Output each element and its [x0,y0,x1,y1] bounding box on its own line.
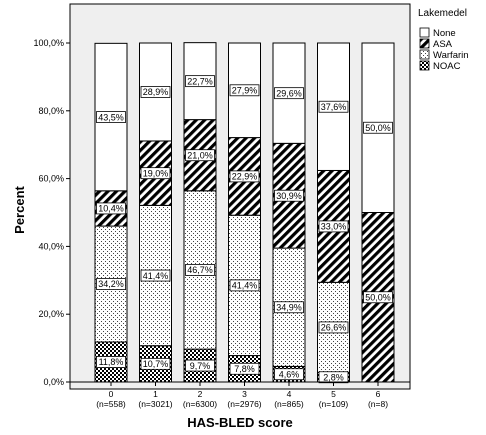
x-tick-count: (n=6300) [183,399,217,409]
bar-stack-6: 50,0% 50,0% [361,42,395,383]
x-tick-count: (n=558) [96,399,126,409]
data-label: 34,9% [276,302,302,312]
y-axis: 0,0% 20,0% 40,0% 60,0% 80,0% 100,0% [33,38,71,387]
data-label-box [140,167,171,180]
data-label: 50,0% [365,292,391,302]
y-tick-label: 20,0% [38,309,64,319]
y-tick-label: 0,0% [43,377,64,387]
x-axis-title: HAS-BLED score [187,415,292,430]
bars: 11,8% 34,2% 10,4% 43,5% 10,7% 41,4% 19,0% 28,9%… [94,42,395,384]
legend-label: None [433,28,456,39]
data-label: 7,8% [234,364,255,374]
x-axis: 0(n=558)1(n=3021)2(n=6300)3(n=2976)4(n=8… [70,381,410,409]
data-label: 27,9% [232,85,258,95]
data-label-box [229,84,260,97]
bar-stack-5: 2,8% 26,6% 33,0% 37,6% [317,42,350,384]
data-label: 11,8% [99,357,124,367]
legend-label: NOAC [433,61,461,72]
data-label: 10,4% [98,204,124,214]
data-label-box [274,87,304,100]
data-label-box [185,264,215,276]
data-label-box [96,356,126,368]
bar-stack-0: 11,8% 34,2% 10,4% 43,5% [94,42,128,383]
bar-stack-2: 9,7% 46,7% 21,0% 22,7% [183,42,217,383]
data-label: 21,0% [187,150,213,160]
legend-swatch [419,27,430,38]
data-label-box [185,75,215,88]
data-label: 28,9% [143,87,169,97]
legend-swatch [419,38,430,49]
data-label: 19,0% [143,168,169,178]
x-tick-count: (n=8) [368,399,388,409]
data-label: 50,0% [365,123,391,133]
data-label-box [363,121,393,134]
data-label-box [140,269,171,282]
bar-stack-4: 4,6% 34,9% 30,9% 29,6% [272,42,306,383]
data-label: 29,6% [276,88,302,98]
data-label: 22,7% [187,76,213,86]
data-label-box [185,149,215,162]
data-label: 46,7% [187,265,213,275]
data-label-box [363,291,393,304]
data-label-box [140,86,171,98]
data-label: 10,7% [143,359,169,369]
data-label: 22,9% [232,172,258,182]
data-label: 33,0% [321,222,347,232]
legend-swatch [419,49,430,60]
y-tick-label: 100,0% [33,38,64,48]
data-label-box [96,202,126,215]
y-axis-title: Percent [12,185,27,233]
legend-item-asa: ASA [419,38,453,50]
x-tick-count: (n=109) [319,399,349,409]
data-label-box [229,279,260,292]
x-tick-label: 4 [287,389,292,399]
data-label: 41,4% [143,271,169,281]
legend-title: Lakemedel [418,8,467,19]
y-tick-label: 40,0% [38,241,64,251]
legend-label: ASA [433,39,453,50]
data-label: 34,2% [98,279,124,289]
x-tick-count: (n=3021) [138,399,172,409]
data-label-box [229,362,260,375]
data-label-box [318,321,349,334]
data-label: 30,9% [276,191,302,201]
legend-item-noac: NOAC [419,60,461,72]
data-label: 43,5% [98,112,124,122]
data-label-box [185,359,215,372]
data-label: 37,6% [321,102,347,112]
data-label-box [318,220,349,233]
data-label-box [140,357,171,370]
x-tick-label: 1 [153,389,158,399]
x-tick-count: (n=2976) [227,399,261,409]
data-label: 26,6% [321,323,347,333]
y-tick-label: 80,0% [38,106,64,116]
x-tick-count: (n=865) [274,399,304,409]
legend-label: Warfarin [433,50,469,61]
data-label: 9,7% [190,361,211,371]
data-label-box [274,189,304,202]
data-label: 41,4% [232,281,258,291]
x-tick-label: 0 [109,389,114,399]
data-label-box [274,368,304,381]
data-label-box [318,100,349,113]
legend-swatch [419,60,430,71]
bar-stack-1: 10,7% 41,4% 19,0% 28,9% [139,42,172,383]
legend-item-none: None [419,27,456,39]
legend-item-warfarin: Warfarin [419,49,469,61]
x-tick-label: 5 [331,389,336,399]
data-label-box [274,301,304,314]
x-tick-label: 2 [198,389,203,399]
bar-stack-3: 7,8% 41,4% 22,9% 27,9% [228,42,261,383]
data-label-box [96,278,126,290]
x-tick-label: 6 [376,389,381,399]
data-label-box [96,111,126,123]
y-tick-label: 60,0% [38,174,64,184]
x-tick-label: 3 [242,389,247,399]
data-label: 4,6% [279,369,300,379]
data-label: 2,8% [323,372,344,382]
data-label-box [229,170,260,183]
